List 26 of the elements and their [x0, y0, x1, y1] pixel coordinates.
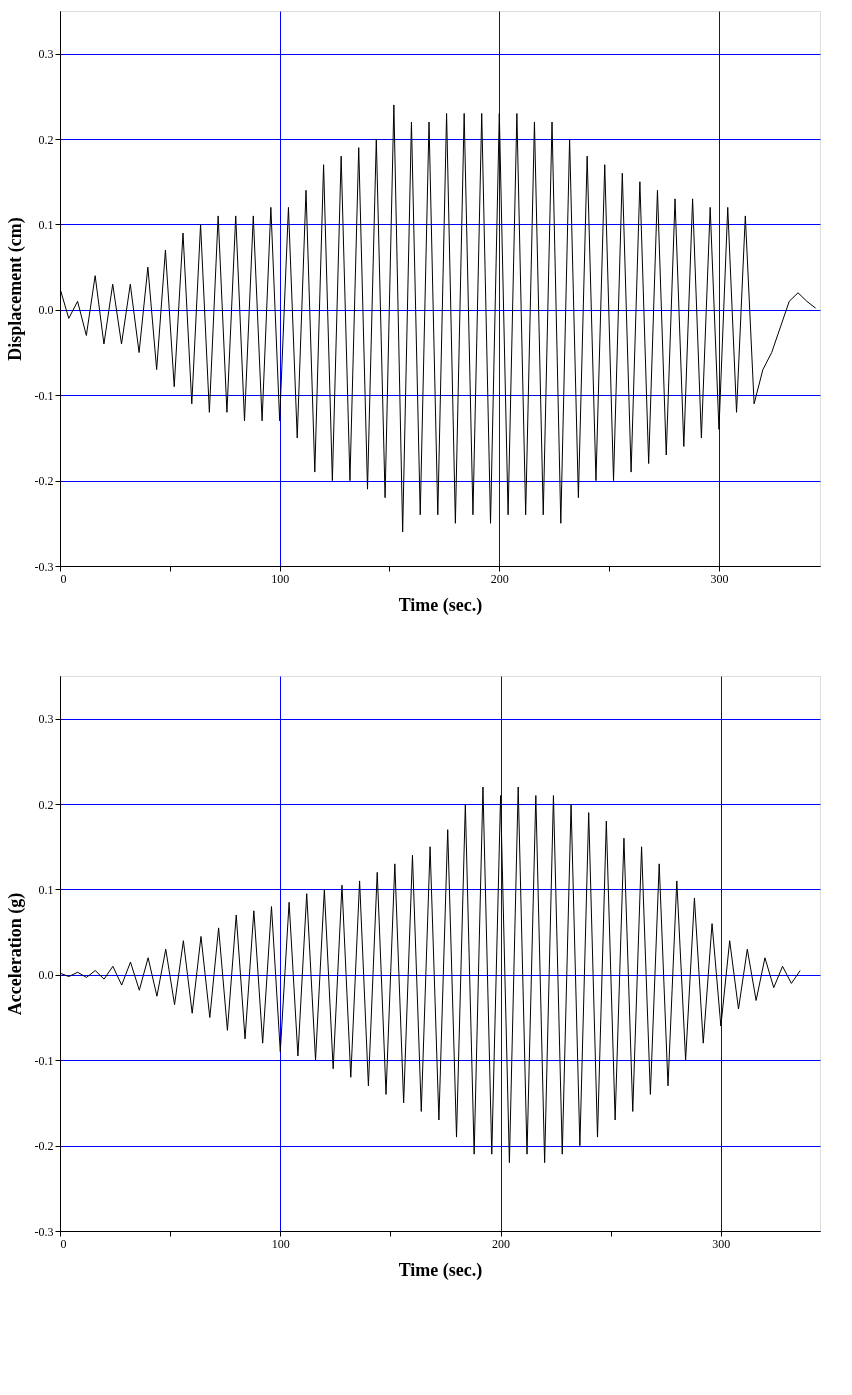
y-tick-label: -0.2 — [34, 474, 54, 489]
x-tick-label: 300 — [710, 571, 729, 586]
x-tick-label: 0 — [60, 571, 67, 586]
x-tick-label: 200 — [492, 1236, 511, 1251]
y-axis-title: Acceleration (g) — [4, 892, 26, 1016]
y-tick-label: 0.2 — [38, 132, 54, 147]
x-tick-label: 100 — [271, 571, 290, 586]
x-tick-label: 0 — [60, 1236, 67, 1251]
y-tick-label: -0.2 — [34, 1139, 54, 1154]
y-tick-label: 0.0 — [38, 968, 54, 983]
x-tick-label: 300 — [712, 1236, 731, 1251]
y-tick-label: 0.2 — [38, 797, 54, 812]
x-tick-label: 200 — [490, 571, 509, 586]
y-tick-label: -0.3 — [34, 559, 54, 574]
y-tick-label: 0.3 — [38, 712, 54, 727]
x-axis-title: Time (sec.) — [398, 1259, 483, 1281]
y-tick-label: -0.1 — [34, 388, 54, 403]
x-axis-title: Time (sec.) — [398, 594, 483, 616]
y-tick-label: -0.1 — [34, 1053, 54, 1068]
y-axis-title: Displacement (cm) — [4, 217, 26, 361]
y-tick-label: 0.1 — [38, 882, 54, 897]
y-tick-label: 0.0 — [38, 303, 54, 318]
y-tick-label: 0.3 — [38, 47, 54, 62]
y-tick-label: 0.1 — [38, 217, 54, 232]
y-tick-label: -0.3 — [34, 1224, 54, 1239]
x-tick-label: 100 — [271, 1236, 290, 1251]
